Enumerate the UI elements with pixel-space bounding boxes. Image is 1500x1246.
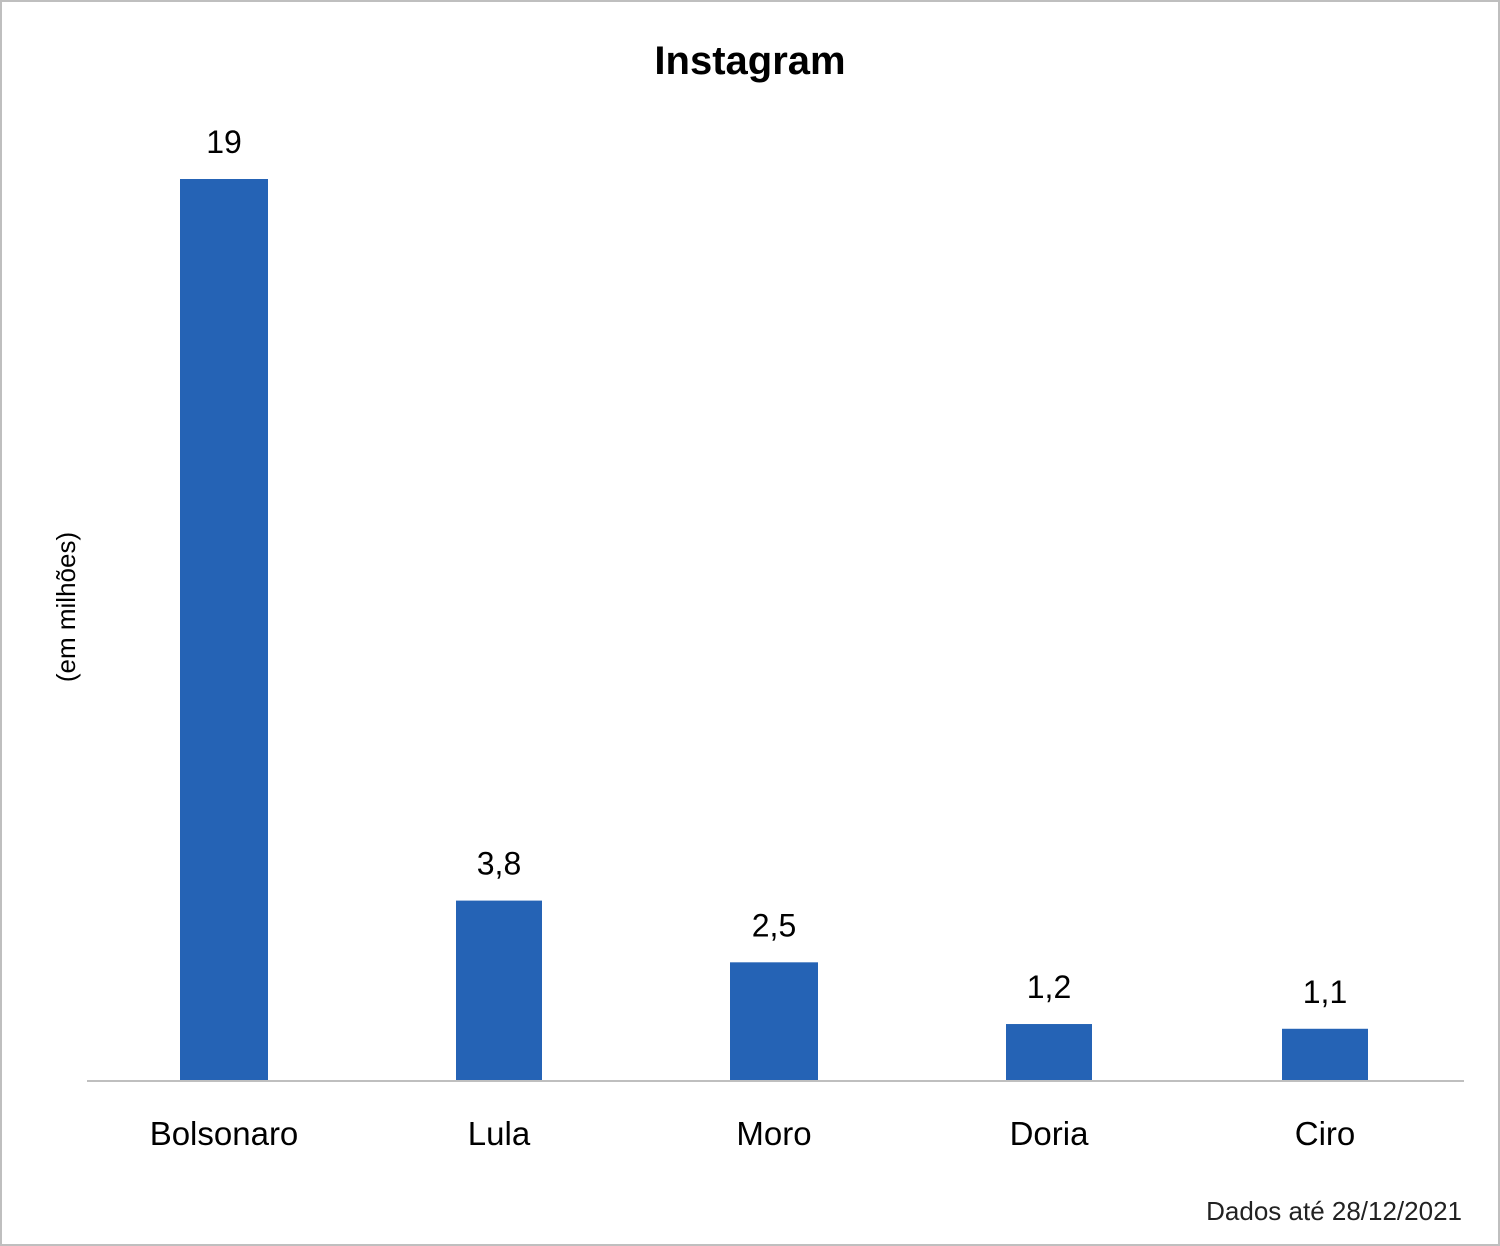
- value-label-ciro: 1,1: [1303, 974, 1347, 1010]
- category-labels-group: Bolsonaro Lula Moro Doria Ciro: [150, 1115, 1356, 1152]
- value-label-lula: 3,8: [477, 846, 521, 882]
- data-date-note: Dados até 28/12/2021: [1206, 1196, 1462, 1226]
- bar-moro: [730, 962, 818, 1081]
- bar-lula: [456, 900, 542, 1081]
- y-axis-label: (em milhões): [51, 532, 81, 682]
- category-label-bolsonaro: Bolsonaro: [150, 1115, 299, 1152]
- value-label-moro: 2,5: [752, 907, 796, 943]
- category-label-ciro: Ciro: [1295, 1115, 1356, 1152]
- bar-doria: [1006, 1024, 1092, 1081]
- category-label-doria: Doria: [1010, 1115, 1090, 1152]
- bar-bolsonaro: [180, 179, 268, 1081]
- value-labels-group: 19 3,8 2,5 1,2 1,1: [206, 124, 1347, 1010]
- bars-group: [180, 179, 1368, 1081]
- category-label-lula: Lula: [468, 1115, 531, 1152]
- category-label-moro: Moro: [736, 1115, 811, 1152]
- value-label-doria: 1,2: [1027, 969, 1071, 1005]
- bar-ciro: [1282, 1028, 1368, 1081]
- chart-title: Instagram: [654, 39, 845, 83]
- value-label-bolsonaro: 19: [206, 124, 242, 160]
